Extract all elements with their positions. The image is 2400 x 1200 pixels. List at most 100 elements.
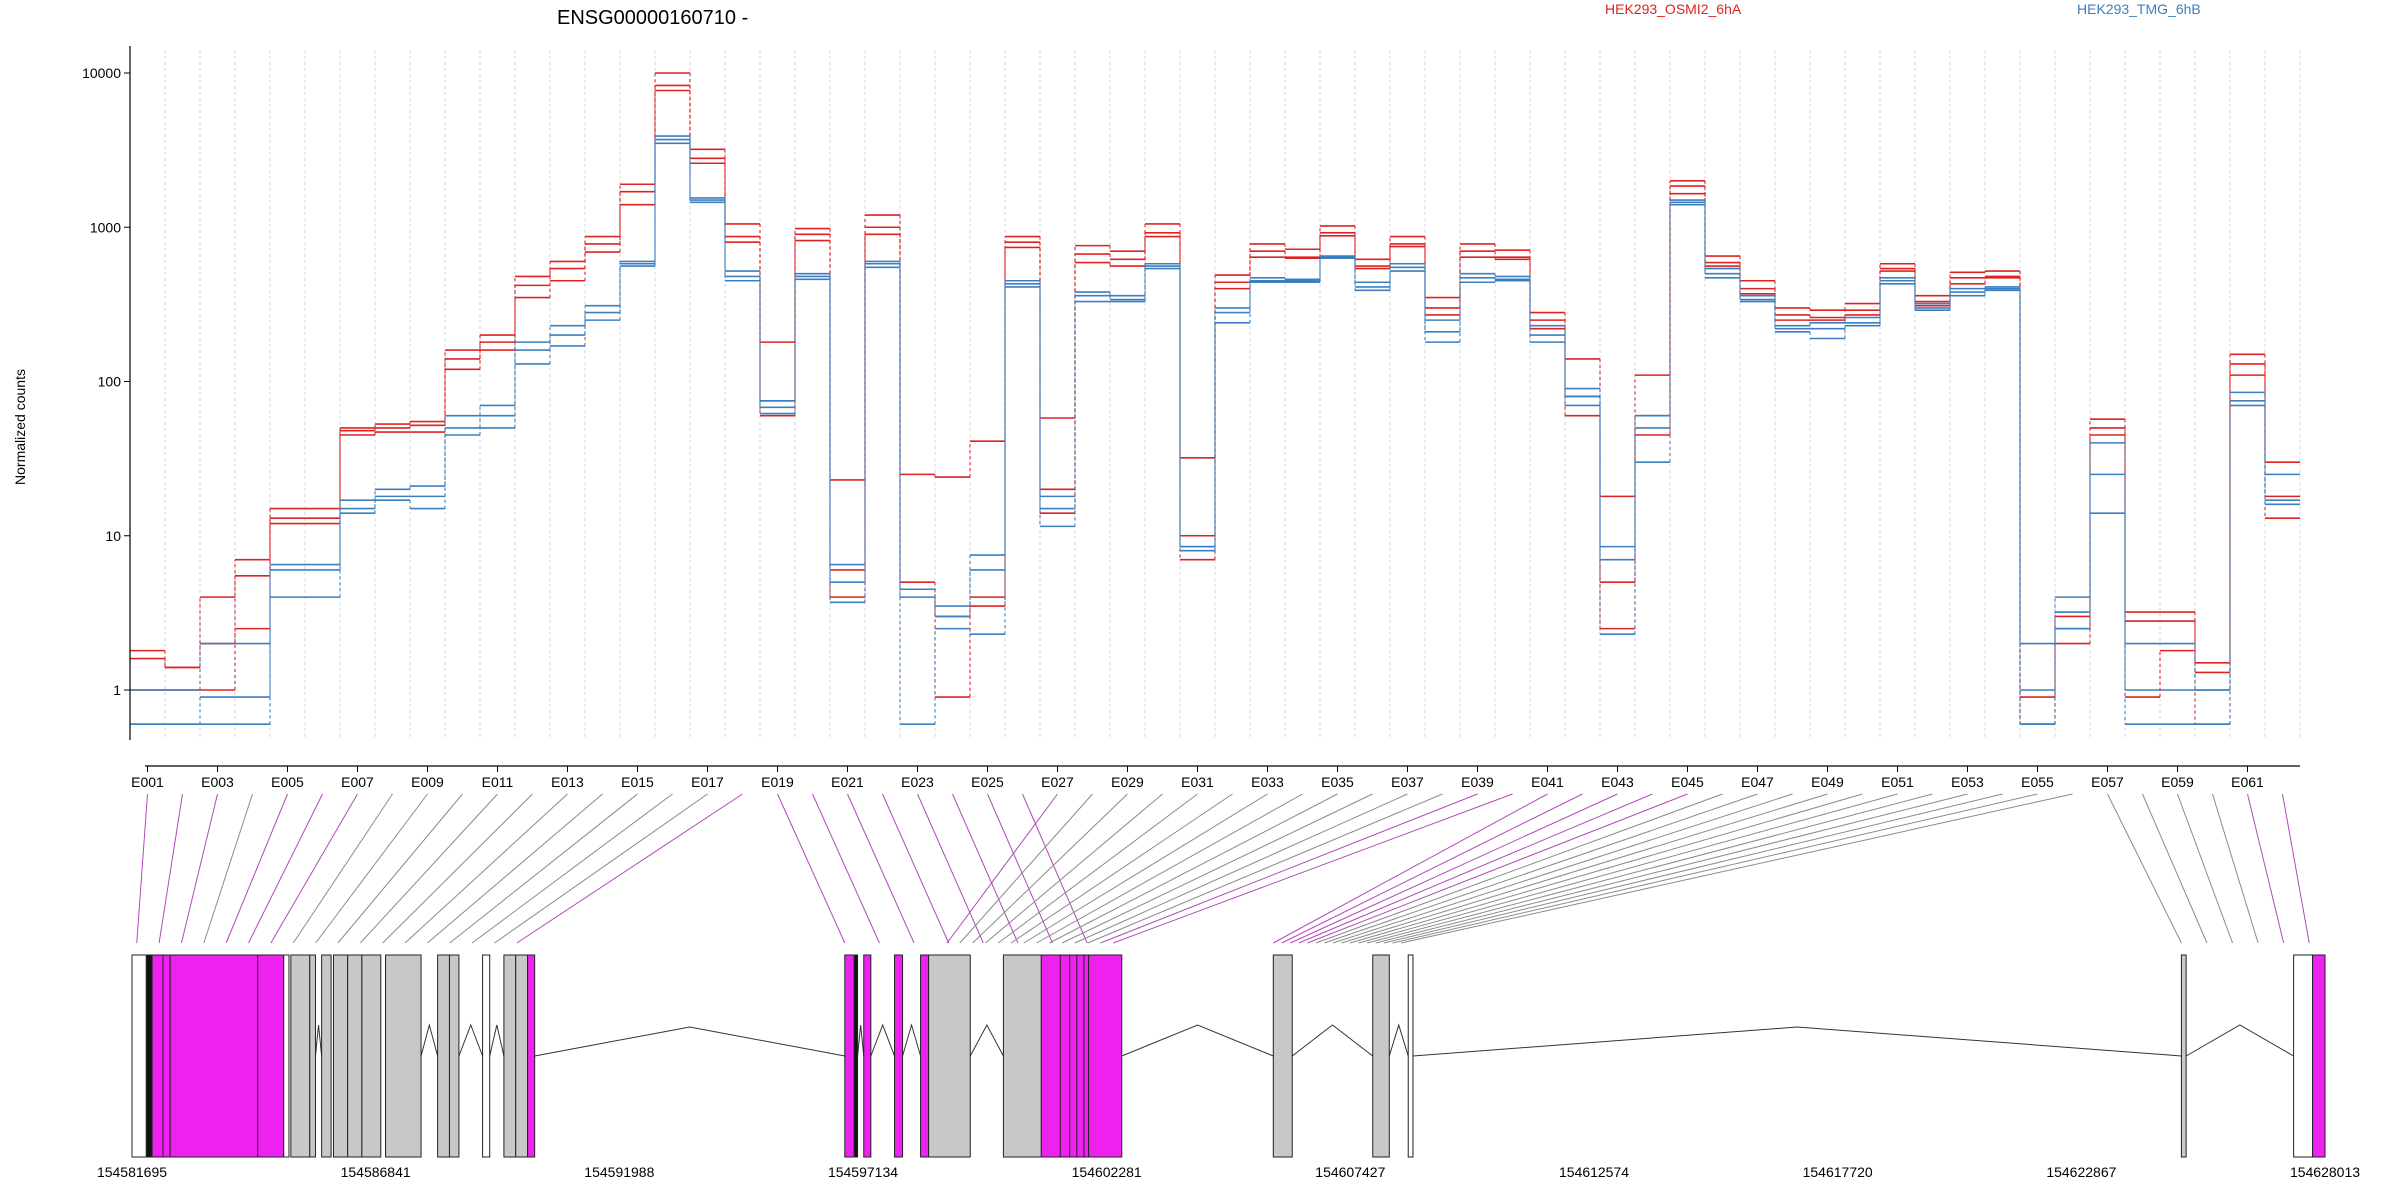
exon-block xyxy=(863,954,872,1158)
intron-line xyxy=(857,1024,865,1057)
x-tick-label: E017 xyxy=(691,774,724,790)
x-tick-label: E009 xyxy=(411,774,444,790)
exon-connector xyxy=(1375,793,1968,944)
exon-connector xyxy=(2142,793,2208,944)
exon-connector xyxy=(203,793,253,944)
chart-title: ENSG00000160710 - xyxy=(557,7,748,29)
exon-connector xyxy=(1290,793,1618,944)
exon-connector xyxy=(1010,793,1233,944)
exon-block xyxy=(332,954,349,1158)
exon-connector xyxy=(1307,793,1688,944)
genomic-tick-label: 154597134 xyxy=(828,1164,898,1180)
exon-connector xyxy=(516,793,743,944)
exon-block xyxy=(527,954,536,1158)
exon-block xyxy=(515,954,529,1158)
x-tick-label: E057 xyxy=(2091,774,2124,790)
exon-connector xyxy=(1087,793,1443,944)
intron-line xyxy=(534,1026,845,1057)
genomic-tick-label: 154617720 xyxy=(1803,1164,1873,1180)
exon-block xyxy=(151,954,171,1158)
y-tick-label: 100 xyxy=(98,374,122,390)
exon-block xyxy=(2293,954,2314,1158)
legend-tmg: HEK293_TMG_6hB xyxy=(2077,1,2201,17)
exon-connector xyxy=(382,793,533,944)
intron-line xyxy=(1291,1024,1374,1057)
y-tick-label: 10000 xyxy=(82,65,121,81)
intron-line xyxy=(458,1023,484,1057)
exon-block xyxy=(1040,954,1090,1158)
exon-block xyxy=(1407,954,1414,1158)
exon-block xyxy=(448,954,460,1158)
exon-connector xyxy=(1061,793,1373,944)
exon-connector xyxy=(1383,793,2003,944)
exon-connector xyxy=(1332,793,1793,944)
intron-line xyxy=(420,1023,439,1057)
y-tick-label: 10 xyxy=(105,528,121,544)
y-tick-label: 1 xyxy=(113,682,121,698)
exon-connector xyxy=(1392,793,2038,944)
x-tick-label: E051 xyxy=(1881,774,1914,790)
x-tick-label: E013 xyxy=(551,774,584,790)
exon-block xyxy=(385,954,422,1158)
exon-connector xyxy=(812,793,880,944)
exon-block xyxy=(145,954,153,1158)
exon-block xyxy=(1372,954,1390,1158)
exon-connector xyxy=(2247,793,2285,944)
exon-connector xyxy=(449,793,638,944)
exon-block xyxy=(482,954,491,1158)
x-tick-label: E025 xyxy=(971,774,1004,790)
exon-connector xyxy=(882,793,950,944)
exon-block xyxy=(347,954,363,1158)
genomic-tick-label: 154581695 xyxy=(97,1164,167,1180)
exon-connector xyxy=(180,793,218,944)
exon-connector xyxy=(359,793,498,944)
intron-line xyxy=(2185,1024,2294,1057)
x-tick-label: E001 xyxy=(131,774,164,790)
exon-connector xyxy=(997,793,1198,944)
exon-connector xyxy=(987,793,1053,944)
exon-connector xyxy=(1298,793,1653,944)
genomic-axis: 154581695 154586841 154591988 154597134 1546… xyxy=(97,1164,2360,1180)
legend-osmi2: HEK293_OSMI2_6hA xyxy=(1605,1,1742,17)
exon-connector xyxy=(1366,793,1933,944)
genomic-tick-label: 154602281 xyxy=(1072,1164,1142,1180)
exon-connector xyxy=(1113,793,1513,944)
x-tick-label: E021 xyxy=(831,774,864,790)
exon-block xyxy=(894,954,904,1158)
genomic-tick-label: 154591988 xyxy=(584,1164,654,1180)
exon-block xyxy=(309,954,316,1158)
exon-connector xyxy=(471,793,673,944)
exon-block xyxy=(283,954,290,1158)
exon-connector xyxy=(2177,793,2234,944)
exon-block xyxy=(437,954,450,1158)
x-tick-label: E035 xyxy=(1321,774,1354,790)
exon-connector xyxy=(985,793,1163,944)
exon-connector xyxy=(337,793,463,944)
exon-connector xyxy=(2212,793,2259,944)
exon-block xyxy=(169,954,285,1158)
x-tick-label: E031 xyxy=(1181,774,1214,790)
series-group xyxy=(130,72,2300,726)
exon-connector xyxy=(404,793,568,944)
intron-line xyxy=(969,1023,1004,1057)
exon-connector xyxy=(315,793,428,944)
exon-block xyxy=(2180,954,2187,1158)
x-tick-label: E045 xyxy=(1671,774,1704,790)
exon-connector xyxy=(1036,793,1303,944)
exon-connector xyxy=(2107,793,2182,944)
exon-block xyxy=(503,954,517,1158)
exon-block xyxy=(920,954,930,1158)
gene-model xyxy=(131,954,2326,1158)
exon-connector xyxy=(952,793,1019,944)
exon-connector xyxy=(1341,793,1828,944)
exon-connector xyxy=(2282,793,2310,944)
x-tick-label: E039 xyxy=(1461,774,1494,790)
exon-block xyxy=(1002,954,1042,1158)
exon-block xyxy=(853,954,859,1158)
exon-connector xyxy=(1315,793,1723,944)
series xyxy=(130,138,2300,726)
exon-connector xyxy=(972,793,1128,944)
exon-connectors xyxy=(136,793,2310,944)
x-tick-label: E005 xyxy=(271,774,304,790)
exon-block xyxy=(131,954,147,1158)
